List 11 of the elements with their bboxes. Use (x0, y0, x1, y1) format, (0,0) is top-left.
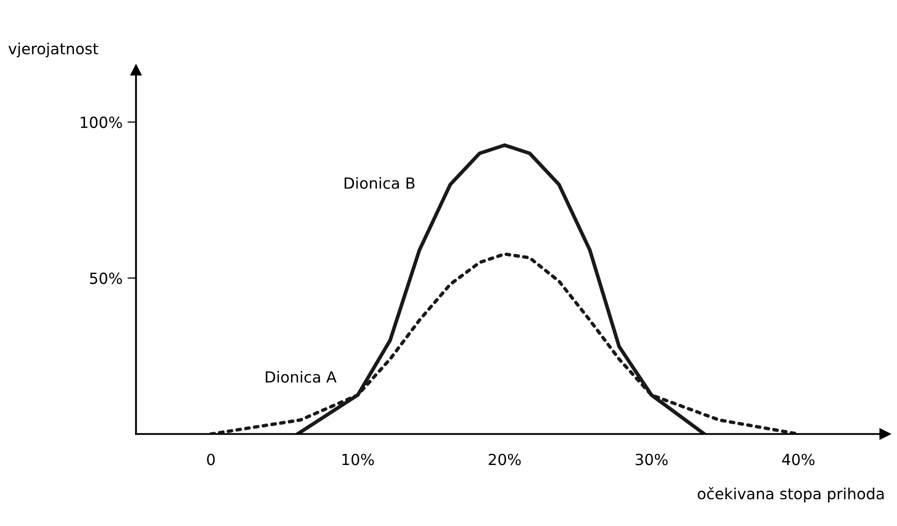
x-tick-label: 20% (488, 454, 521, 466)
x-tick-label: 0 (207, 454, 215, 466)
y-axis-title: vjerojatnost (8, 42, 98, 58)
series-label: Dionica A (266, 370, 337, 383)
x-tick-label: 10% (342, 454, 374, 466)
x-tick-label: 30% (636, 454, 668, 466)
x-tick-label: 40% (782, 454, 814, 466)
y-tick-label: 100% (80, 116, 122, 128)
y-tick-label: 50% (90, 272, 122, 284)
series-label: Dionica B (344, 177, 414, 189)
x-axis-title: očekivana stopa prihoda (698, 487, 884, 502)
